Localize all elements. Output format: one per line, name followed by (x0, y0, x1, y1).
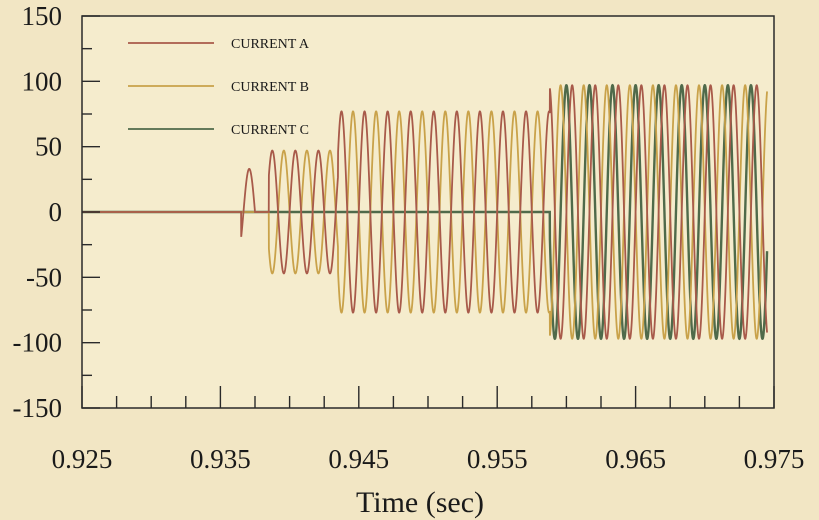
legend-label: CURRENT C (231, 123, 309, 138)
series-layer (82, 83, 769, 341)
legend-label: CURRENT A (231, 37, 310, 52)
y-tick-label: 100 (22, 66, 63, 96)
x-tick-label: 0.925 (52, 444, 113, 474)
legend: CURRENT A CURRENT B CURRENT C (128, 37, 310, 138)
x-tick-label: 0.955 (467, 444, 528, 474)
y-ticks: 150 100 50 0 -50 -100 -150 (13, 1, 100, 423)
x-tick-label: 0.935 (190, 444, 251, 474)
y-tick-label: -50 (26, 262, 62, 292)
y-tick-label: 0 (49, 197, 63, 227)
x-tick-label: 0.975 (744, 444, 805, 474)
series-line-current-a (82, 84, 768, 340)
x-tick-label: 0.945 (328, 444, 389, 474)
x-tick-label: 0.965 (605, 444, 666, 474)
x-axis-title: Time (sec) (356, 486, 484, 519)
legend-label: CURRENT B (231, 80, 309, 95)
y-tick-label: -150 (13, 393, 63, 423)
x-ticks: 0.925 0.935 0.945 0.955 0.965 0.975 (52, 386, 805, 474)
y-tick-label: -100 (13, 328, 63, 358)
y-tick-label: 50 (35, 132, 62, 162)
y-tick-label: 150 (22, 1, 63, 31)
